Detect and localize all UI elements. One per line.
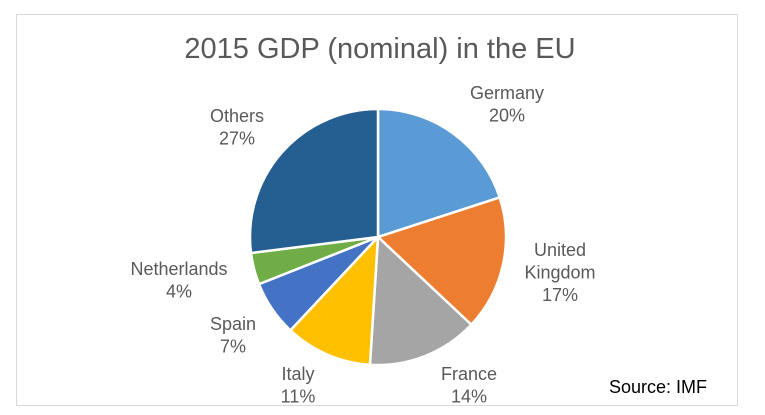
slice-label-others: Others 27% — [210, 106, 264, 149]
slice-label-france: France 14% — [441, 364, 497, 407]
slice-label-germany: Germany 20% — [470, 83, 544, 126]
chart-title: 2015 GDP (nominal) in the EU — [184, 33, 575, 65]
slice-label-spain: Spain 7% — [210, 314, 256, 357]
pie-slice-united-kingdom — [375, 195, 508, 327]
pie-slice-italy — [288, 233, 380, 367]
pie-slice-others — [248, 107, 380, 255]
slice-label-netherlands: Netherlands 4% — [130, 259, 227, 302]
slice-label-united-kingdom: United Kingdom 17% — [524, 240, 595, 305]
pie-slice-france — [368, 234, 474, 367]
pie-slice-germany — [376, 107, 502, 239]
pie-labels: Germany 20% United Kingdom 17% France 14% Italy… — [130, 83, 595, 407]
slice-label-italy: Italy 11% — [281, 364, 316, 407]
pie-slices — [248, 107, 508, 367]
source-note: Source: IMF — [609, 377, 707, 397]
